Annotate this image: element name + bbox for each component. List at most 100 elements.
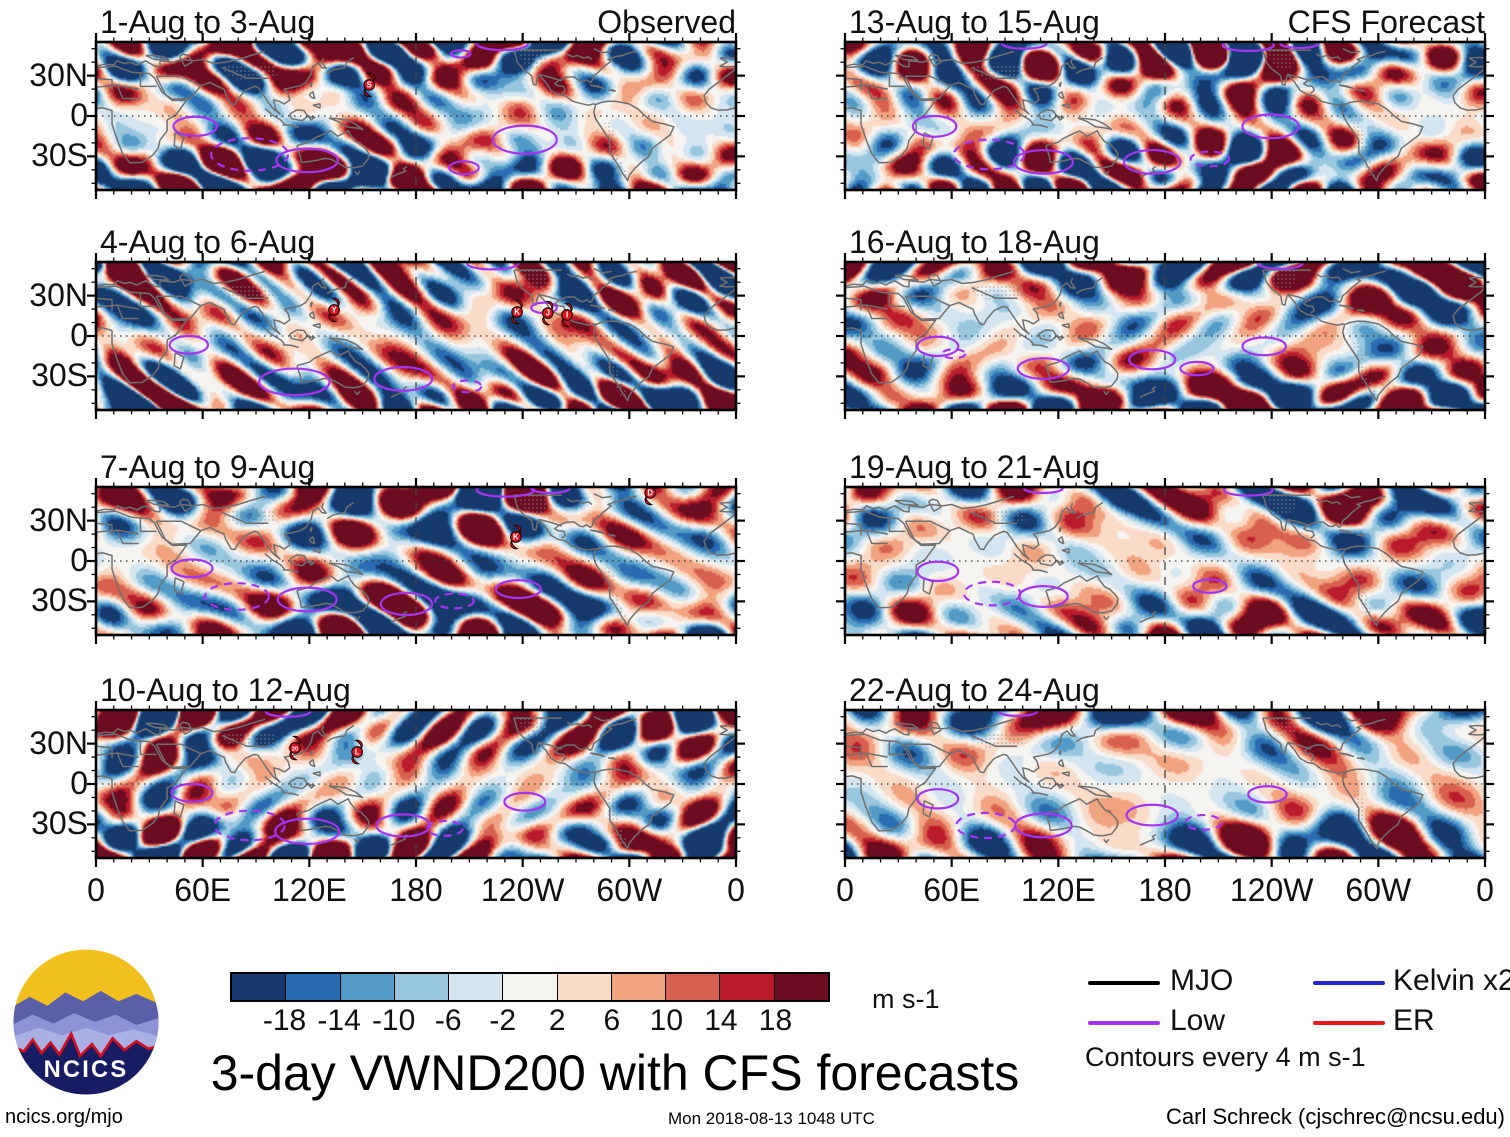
coastline [1103,170,1110,176]
coastline [1103,838,1110,844]
coastline [308,91,316,100]
legend-label-er: ER [1393,1004,1435,1037]
coastline [1058,749,1062,756]
coastline [1279,294,1289,306]
coastline [845,522,862,536]
coastline [257,502,327,560]
coastline [96,65,188,164]
colorbar-cell [232,974,287,1000]
coastline [312,548,321,554]
coastline [530,294,540,306]
coastline [1045,130,1119,169]
lat-label-30n: 30N [29,276,88,313]
coastline [309,749,313,756]
coastline [513,717,533,745]
map-panel-10-aug-to-12-aug: 10-Aug to 12-Aug 20 L 30N 0 30S [29,672,745,867]
coastline [173,132,185,150]
coastline [1139,385,1157,398]
low-contour [475,42,530,52]
coastline [264,553,285,570]
coastline [1287,518,1312,527]
coastline [326,724,355,743]
coastline [145,54,170,61]
coastline [1055,782,1065,789]
low-contour [275,147,340,174]
lat-label-30s: 30S [31,137,88,174]
low-contour [1000,42,1048,50]
coastline [1075,724,1104,743]
map-canvas-area [836,701,1494,867]
low-contour [916,335,960,358]
coastline [1262,269,1282,297]
low-contour [1184,813,1223,831]
colorbar-tick-label: 2 [548,1004,566,1037]
coastline [178,273,193,287]
coastline [308,759,316,768]
topography-stipple [973,732,1027,748]
svg-text:S: S [367,81,372,90]
map-border [843,485,1487,637]
storm-icon: K [511,299,523,325]
map-canvas-area [836,253,1494,419]
coastline [593,545,675,627]
coastline [390,165,408,178]
coastline [309,301,313,308]
colorbar-tick-label: 10 [649,1004,684,1037]
legend-line-er [1313,1021,1385,1025]
low-contour [258,367,331,397]
low-contour [503,791,547,812]
coastline [306,334,316,341]
low-contour [168,334,210,355]
coastline [927,721,942,735]
topography-stipple [973,284,1027,300]
coastline [538,293,563,302]
colorbar-cell [286,974,341,1000]
coastline [590,84,606,90]
topography-stipple [224,509,278,525]
coastline [1452,512,1485,556]
legend-label-mjo: MJO [1170,964,1234,997]
coastline [593,100,675,182]
coastline [908,495,1015,510]
coastline [719,56,736,59]
coastline [289,777,309,790]
coastline [354,170,361,176]
topography-stipple [224,64,278,80]
coastline [513,494,533,522]
coastline [308,311,316,320]
coastline [116,752,139,768]
contour-interval-note: Contours every 4 m s-1 [1085,1042,1366,1072]
coastline [566,721,593,729]
coastline [593,716,612,722]
coastline [1302,50,1386,94]
map-panel-4-aug-to-6-aug: 4-Aug to 6-Aug Y K J I 30N 0 30S [29,224,745,419]
topography-stipple [1266,716,1299,736]
low-contour [1221,42,1275,52]
logo-red-ridge [13,1030,159,1059]
coastline [1045,575,1119,614]
coastline [1468,501,1485,504]
coastline [1077,562,1113,576]
coastline [970,511,1018,525]
colorbar-cell [503,974,558,1000]
coastline [1356,533,1365,537]
coastline [1075,276,1104,295]
coastline [155,520,202,545]
coastline [296,130,370,169]
coastline [719,277,736,288]
colorbar-tick-label: 14 [704,1004,738,1037]
coastline [1139,833,1157,846]
coastline [908,50,1015,65]
topography-stipple [604,122,630,178]
coastline [1356,88,1365,92]
map-border [843,40,1487,192]
coastline [145,274,170,281]
map-border [94,260,738,412]
coastline [1038,109,1058,122]
svg-text:Y: Y [331,306,337,315]
coastline [1279,74,1289,86]
legend-line-kelvin-x2 [1313,981,1385,985]
coastline [257,57,327,115]
coastline [1057,311,1065,320]
